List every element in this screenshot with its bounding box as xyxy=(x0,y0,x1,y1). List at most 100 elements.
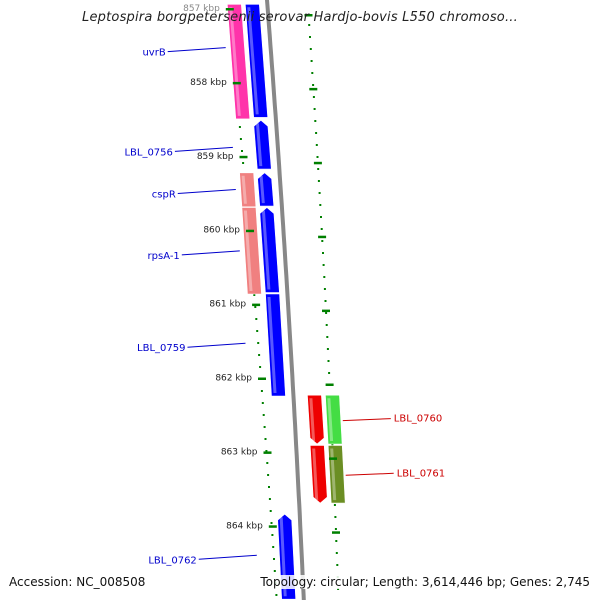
genome-backbone xyxy=(264,0,306,600)
gene-label-uvrB: uvrB xyxy=(142,47,226,59)
gc-dot xyxy=(325,312,328,314)
gene-label-LBL_0760: LBL_0760 xyxy=(342,414,442,425)
gc-dot xyxy=(314,120,317,122)
gene-label-text: LBL_0762 xyxy=(148,555,196,566)
feature-track-1 xyxy=(244,4,269,118)
tick-mark xyxy=(258,377,266,380)
gc-dot xyxy=(323,276,326,278)
gc-dot xyxy=(308,24,311,26)
gc-dot xyxy=(327,360,330,362)
feature-sheen xyxy=(241,175,247,204)
gc-dot xyxy=(242,162,245,164)
accession-text: Accession: NC_008508 xyxy=(9,575,146,589)
leader-line xyxy=(174,146,233,152)
gc-dot xyxy=(265,450,268,452)
tick-mark-right xyxy=(318,235,327,239)
feature-shape xyxy=(239,172,257,208)
gene-label-text: LBL_0761 xyxy=(397,468,445,479)
gc-dot xyxy=(320,216,322,218)
genes-text: Genes: 2,745 xyxy=(509,575,590,589)
tick-mark xyxy=(246,229,254,233)
feature-shape xyxy=(265,293,286,397)
gc-dot xyxy=(260,390,263,392)
leader-line xyxy=(177,189,236,194)
genome-summary: Topology: circular; Length: 3,614,446 bp… xyxy=(256,575,590,589)
feature-sheen xyxy=(259,175,265,204)
gc-dot xyxy=(269,510,272,512)
feature-sheen xyxy=(312,448,319,501)
gc-dot xyxy=(324,300,327,302)
feature-LBL_0759 xyxy=(265,293,286,397)
gc-dot xyxy=(263,426,266,428)
gc-dot xyxy=(253,294,256,296)
feature-shape xyxy=(241,207,262,295)
tick-863: 863 kbp xyxy=(221,447,337,460)
tick-mark xyxy=(225,8,234,11)
gc-dot xyxy=(273,570,276,572)
gc-dot xyxy=(241,150,243,152)
tick-label: 860 kbp xyxy=(203,226,240,236)
backbone-layer xyxy=(264,0,306,600)
labels-layer: uvrB LBL_0756 cspR rpsA-1 LBL_0759 LBL_0760 LB… xyxy=(124,47,445,566)
gc-dot xyxy=(256,330,259,332)
gc-dot xyxy=(309,48,312,50)
gc-dot xyxy=(322,252,324,254)
gc-dot xyxy=(331,444,334,446)
gc-dot xyxy=(239,138,242,140)
gc-dot xyxy=(268,486,270,488)
leader-line xyxy=(345,472,394,476)
gene-label-text: LBL_0759 xyxy=(137,343,185,354)
feature-shape xyxy=(309,445,328,504)
tick-mark-right xyxy=(313,161,322,165)
gc-dot xyxy=(317,180,320,182)
gc-dot xyxy=(312,96,315,98)
leader-line xyxy=(342,418,391,422)
feature-sheen xyxy=(247,7,259,115)
feature-sheen xyxy=(327,398,334,441)
tick-label: 859 kbp xyxy=(197,152,234,162)
feature-sheen xyxy=(267,297,277,393)
feature-shape xyxy=(325,394,343,445)
leader-line xyxy=(187,342,246,348)
gc-dot xyxy=(317,168,320,170)
gc-dot xyxy=(326,348,329,350)
gc-dot xyxy=(326,336,329,338)
feature-track-6 xyxy=(259,207,280,293)
gc-dot xyxy=(315,132,318,134)
feature-track-11 xyxy=(327,445,346,504)
feature-sheen xyxy=(309,398,316,441)
gc-dot xyxy=(311,72,314,74)
feature-shape xyxy=(259,207,280,293)
length-text: Length: 3,614,446 bp; xyxy=(372,575,507,589)
gc-dot xyxy=(310,60,313,62)
gc-dot xyxy=(271,534,274,536)
gc-dot xyxy=(334,528,337,530)
feature-cspR xyxy=(239,172,257,208)
gene-label-cspR: cspR xyxy=(152,189,236,201)
gc-dot xyxy=(258,354,261,356)
tick-mark-right xyxy=(329,457,337,460)
features-layer xyxy=(226,4,346,600)
gc-dot xyxy=(270,522,273,524)
feature-shape xyxy=(253,119,272,170)
gc-dot xyxy=(275,594,278,596)
gc-dot xyxy=(315,144,318,146)
tick-label: 861 kbp xyxy=(209,300,246,310)
tick-862: 862 kbp xyxy=(215,374,334,386)
feature-sheen xyxy=(229,7,241,116)
gene-label-LBL_0762: LBL_0762 xyxy=(148,554,257,566)
tick-mark xyxy=(232,81,241,85)
gc-dot xyxy=(254,306,257,308)
tick-mark xyxy=(263,451,272,454)
gene-label-text: LBL_0756 xyxy=(124,147,172,158)
tick-label: 863 kbp xyxy=(221,447,258,457)
gc-dot xyxy=(334,516,337,518)
gc-dot xyxy=(264,438,267,440)
feature-LBL_0761 xyxy=(309,445,328,504)
gc-dot xyxy=(313,108,316,110)
gene-label-text: uvrB xyxy=(142,48,165,59)
tick-864: 864 kbp xyxy=(226,521,340,534)
gene-label-text: LBL_0760 xyxy=(394,414,442,425)
feature-shape xyxy=(257,172,275,207)
